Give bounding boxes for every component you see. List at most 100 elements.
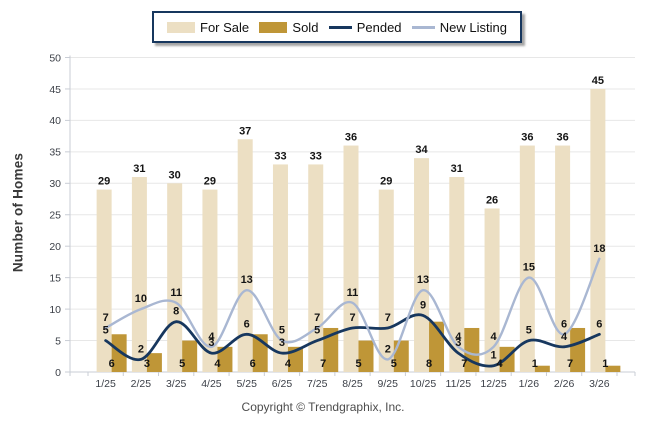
legend-label: For Sale [200, 19, 250, 35]
value-label: 30 [169, 169, 181, 181]
y-tick-label: 50 [49, 52, 61, 64]
value-label: 4 [208, 331, 215, 343]
x-tick-label: 1/25 [95, 378, 116, 390]
value-label: 18 [593, 243, 605, 255]
value-label: 7 [461, 358, 467, 370]
for-sale-bar [414, 158, 430, 372]
copyright-text: Copyright © Trendgraphix, Inc. [241, 400, 405, 414]
value-label: 5 [391, 358, 397, 370]
value-label: 6 [250, 358, 256, 370]
x-tick-label: 11/25 [446, 378, 472, 390]
x-tick-label: 3/25 [166, 378, 187, 390]
for-sale-bar [555, 145, 571, 372]
for-sale-bar [484, 208, 500, 372]
value-label: 4 [214, 358, 221, 370]
for-sale-bar [272, 164, 288, 372]
value-label: 7 [567, 358, 573, 370]
sold-bar [358, 340, 374, 372]
y-tick-label: 5 [55, 335, 61, 347]
legend-item-for-sale: For Sale [167, 20, 249, 35]
value-label: 15 [523, 262, 535, 274]
value-label: 4 [491, 331, 498, 343]
for-sale-bar [131, 177, 147, 372]
value-label: 13 [241, 274, 253, 286]
legend-label: New Listing [439, 19, 507, 35]
value-label: 13 [417, 274, 429, 286]
value-label: 6 [561, 318, 567, 330]
x-tick-label: 7/25 [307, 378, 328, 390]
sold-bar [534, 365, 550, 372]
y-tick-label: 25 [49, 210, 61, 222]
value-label: 36 [521, 132, 533, 144]
value-label: 26 [486, 194, 498, 206]
value-label: 29 [98, 176, 110, 188]
x-tick-label: 3/26 [589, 378, 610, 390]
y-tick-label: 30 [49, 178, 61, 190]
value-label: 33 [274, 150, 286, 162]
for-sale-bar [202, 189, 218, 372]
value-label: 29 [204, 176, 216, 188]
sold-bar [182, 340, 198, 372]
value-label: 5 [103, 325, 109, 337]
value-label: 4 [497, 358, 504, 370]
legend-item-sold: Sold [259, 20, 318, 35]
sold-bar [146, 353, 162, 372]
sold-bar [323, 327, 339, 372]
value-label: 7 [349, 312, 355, 324]
value-label: 4 [455, 331, 462, 343]
value-label: 10 [135, 293, 147, 305]
value-label: 8 [426, 358, 432, 370]
value-label: 4 [285, 358, 292, 370]
value-label: 5 [179, 358, 185, 370]
pended-line-swatch-icon [328, 25, 352, 29]
value-label: 5 [355, 358, 361, 370]
sold-bar [570, 327, 586, 372]
value-label: 6 [596, 318, 602, 330]
value-label: 1 [491, 350, 497, 362]
y-tick-label: 35 [49, 147, 61, 159]
value-label: 3 [144, 358, 150, 370]
sold-bar [605, 365, 621, 372]
y-tick-label: 0 [55, 367, 61, 379]
y-tick-label: 15 [49, 272, 61, 284]
value-label: 8 [173, 306, 179, 318]
value-label: 6 [244, 318, 250, 330]
value-label: 3 [279, 337, 285, 349]
for-sale-bar [167, 183, 183, 372]
value-label: 2 [385, 343, 391, 355]
x-tick-label: 5/25 [236, 378, 257, 390]
value-label: 7 [103, 312, 109, 324]
for-sale-bar [308, 164, 324, 372]
y-tick-label: 40 [49, 115, 61, 127]
x-tick-label: 9/25 [378, 378, 399, 390]
value-label: 29 [380, 176, 392, 188]
x-tick-label: 6/25 [272, 378, 293, 390]
for-sale-bar [449, 177, 465, 372]
x-tick-label: 4/25 [201, 378, 222, 390]
for-sale-bar [343, 145, 359, 372]
x-tick-label: 2/26 [554, 378, 575, 390]
value-label: 1 [602, 358, 608, 370]
y-tick-label: 10 [49, 304, 61, 316]
value-label: 36 [556, 132, 568, 144]
sold-bar [464, 327, 480, 372]
value-label: 2 [138, 343, 144, 355]
legend-label: Pended [356, 19, 402, 35]
x-tick-label: 2/25 [131, 378, 152, 390]
x-tick-label: 8/25 [342, 378, 363, 390]
value-label: 1 [532, 358, 538, 370]
value-label: 3 [208, 337, 214, 349]
value-label: 36 [345, 132, 357, 144]
legend-item-pended: Pended [328, 19, 402, 35]
value-label: 11 [347, 287, 359, 299]
y-tick-label: 20 [49, 241, 61, 253]
value-label: 31 [451, 163, 463, 175]
sold-swatch-icon [259, 21, 288, 33]
legend-label: Sold [292, 19, 319, 35]
value-label: 7 [385, 312, 391, 324]
value-label: 11 [170, 287, 182, 299]
pended-line [104, 313, 601, 368]
x-tick-label: 12/25 [480, 378, 506, 390]
